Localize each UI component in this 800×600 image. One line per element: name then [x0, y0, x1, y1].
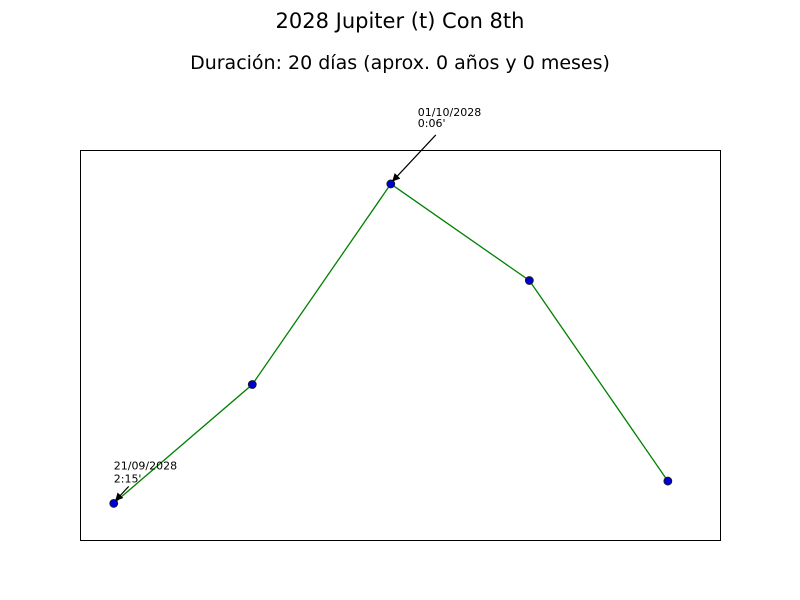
chart-subtitle: Duración: 20 días (aprox. 0 años y 0 mes…: [190, 52, 610, 74]
data-point: [109, 498, 119, 508]
data-point: [386, 179, 396, 189]
series-line: [113, 183, 669, 504]
annotation-value: 2:15': [114, 472, 142, 485]
annotation-value: 0:06': [418, 117, 446, 130]
data-point: [247, 380, 257, 389]
annotation-arrow: [392, 134, 437, 182]
chart-title: 2028 Jupiter (t) Con 8th: [276, 9, 525, 33]
annotation-date: 21/09/2028: [114, 459, 177, 472]
data-point: [524, 276, 534, 285]
data-point: [663, 476, 673, 486]
annotation-arrow: [115, 485, 130, 502]
annotation-date: 01/10/2028: [418, 106, 481, 119]
plot-area-frame: [80, 150, 721, 541]
